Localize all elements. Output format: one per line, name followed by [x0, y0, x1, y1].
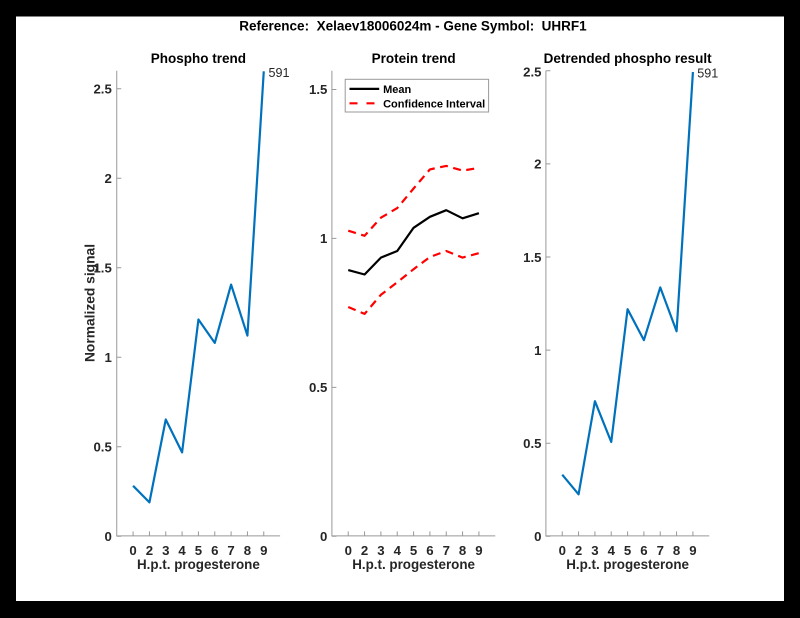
- svg-text:H.p.t. progesterone: H.p.t. progesterone: [352, 557, 475, 572]
- svg-text:591: 591: [269, 66, 290, 80]
- svg-text:5: 5: [195, 543, 202, 558]
- svg-text:Protein trend: Protein trend: [372, 51, 456, 66]
- svg-text:Detrended phospho result: Detrended phospho result: [544, 51, 713, 66]
- svg-text:Normalized signal: Normalized signal: [83, 244, 98, 362]
- svg-text:0: 0: [104, 529, 111, 544]
- svg-text:4: 4: [178, 543, 186, 558]
- svg-text:2.5: 2.5: [93, 82, 111, 97]
- svg-text:9: 9: [475, 543, 482, 558]
- svg-text:0: 0: [320, 529, 327, 544]
- svg-text:0: 0: [345, 543, 352, 558]
- svg-text:2: 2: [534, 157, 541, 172]
- svg-text:7: 7: [657, 543, 664, 558]
- svg-text:9: 9: [689, 543, 696, 558]
- svg-text:1: 1: [320, 231, 327, 246]
- svg-text:6: 6: [640, 543, 647, 558]
- svg-text:7: 7: [443, 543, 450, 558]
- svg-text:1: 1: [104, 350, 111, 365]
- svg-text:2: 2: [575, 543, 582, 558]
- svg-text:Reference: Xelaev18006024m -: Reference: Xelaev18006024m - Gene Symbol…: [239, 18, 587, 33]
- svg-text:8: 8: [459, 543, 466, 558]
- svg-text:0: 0: [129, 543, 136, 558]
- svg-text:Confidence Interval: Confidence Interval: [383, 98, 485, 110]
- svg-text:2: 2: [361, 543, 368, 558]
- svg-text:9: 9: [260, 543, 267, 558]
- svg-text:5: 5: [410, 543, 417, 558]
- svg-text:3: 3: [591, 543, 598, 558]
- svg-text:5: 5: [624, 543, 631, 558]
- svg-text:1.5: 1.5: [93, 261, 111, 276]
- svg-text:0: 0: [559, 543, 566, 558]
- svg-text:2: 2: [104, 171, 111, 186]
- svg-text:1: 1: [534, 343, 541, 358]
- svg-text:4: 4: [394, 543, 402, 558]
- svg-text:7: 7: [227, 543, 234, 558]
- svg-text:1.5: 1.5: [523, 250, 541, 265]
- svg-text:H.p.t. progesterone: H.p.t. progesterone: [566, 557, 689, 572]
- svg-text:Mean: Mean: [383, 84, 411, 96]
- svg-text:0: 0: [534, 529, 541, 544]
- svg-text:1.5: 1.5: [309, 82, 327, 97]
- svg-text:6: 6: [211, 543, 218, 558]
- svg-text:2: 2: [146, 543, 153, 558]
- svg-text:8: 8: [673, 543, 680, 558]
- svg-text:0.5: 0.5: [309, 380, 327, 395]
- svg-text:Phospho trend: Phospho trend: [151, 51, 246, 66]
- svg-text:0.5: 0.5: [93, 440, 111, 455]
- svg-text:2.5: 2.5: [523, 65, 541, 80]
- svg-text:3: 3: [377, 543, 384, 558]
- svg-text:H.p.t. progesterone: H.p.t. progesterone: [137, 557, 260, 572]
- svg-text:4: 4: [608, 543, 616, 558]
- svg-text:6: 6: [426, 543, 433, 558]
- svg-text:3: 3: [162, 543, 169, 558]
- svg-text:591: 591: [697, 67, 718, 81]
- svg-text:0.5: 0.5: [523, 436, 541, 451]
- svg-text:8: 8: [244, 543, 251, 558]
